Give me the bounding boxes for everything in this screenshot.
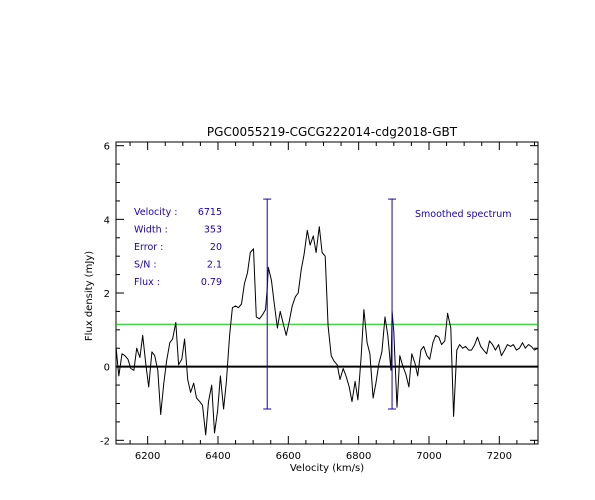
info-label: Error : (134, 242, 163, 253)
x-tick-label: 6800 (346, 451, 371, 462)
info-label: Velocity : (134, 207, 178, 218)
y-tick-label: 4 (104, 215, 110, 226)
info-label: Flux : (134, 277, 160, 288)
info-value: 0.79 (201, 277, 222, 288)
window-markers (263, 198, 397, 410)
info-label: Width : (134, 225, 168, 236)
x-tick-labels: 6200 6400 6600 6800 7000 7200 (135, 451, 512, 462)
info-value: 6715 (198, 207, 222, 218)
chart-title: PGC0055219-CGCG222014-cdg2018-GBT (207, 125, 458, 139)
smoothed-spectrum-label: Smoothed spectrum (415, 209, 512, 220)
x-axis-label: Velocity (km/s) (290, 463, 364, 474)
y-tick-label: 2 (104, 289, 110, 300)
y-tick-label: 6 (104, 142, 110, 153)
info-label: S/N : (134, 260, 157, 271)
info-value: 353 (204, 225, 222, 236)
y-axis-label: Flux density (mJy) (84, 251, 95, 341)
spectrum-line (115, 226, 539, 436)
x-tick-label: 6600 (276, 451, 301, 462)
info-value: 2.1 (207, 260, 222, 271)
spectrum-series (115, 226, 539, 436)
y-tick-labels: -2 0 2 4 6 (100, 142, 110, 448)
x-tick-label: 7200 (487, 451, 512, 462)
x-tick-label: 6400 (205, 451, 230, 462)
y-tick-label: -2 (100, 436, 110, 447)
x-tick-label: 6200 (135, 451, 160, 462)
info-value: 20 (210, 242, 222, 253)
measurement-info: Velocity : 6715 Width : 353 Error : 20 S/N : 2.… (134, 207, 222, 288)
x-tick-label: 7000 (416, 451, 441, 462)
axis-ticks (116, 142, 538, 444)
y-tick-label: 0 (104, 363, 110, 374)
